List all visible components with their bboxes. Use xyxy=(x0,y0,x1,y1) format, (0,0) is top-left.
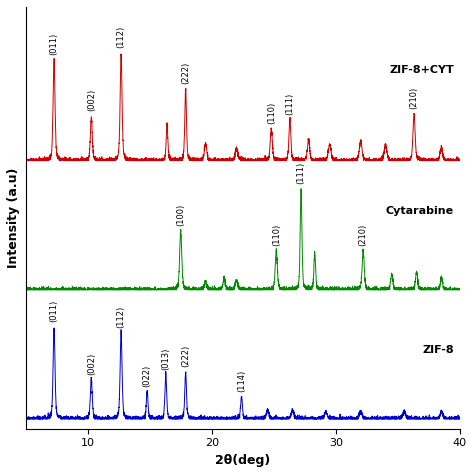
Text: (210): (210) xyxy=(410,87,419,109)
Text: (112): (112) xyxy=(117,306,126,328)
Text: (111): (111) xyxy=(297,162,306,184)
Text: (002): (002) xyxy=(87,89,96,111)
Text: Cytarabine: Cytarabine xyxy=(386,206,454,216)
Text: (210): (210) xyxy=(359,223,368,246)
Text: (110): (110) xyxy=(272,223,281,246)
X-axis label: 2θ(deg): 2θ(deg) xyxy=(215,454,270,467)
Text: ZIF-8+CYT: ZIF-8+CYT xyxy=(389,64,454,74)
Text: (111): (111) xyxy=(285,93,294,115)
Text: (013): (013) xyxy=(161,347,170,370)
Text: (222): (222) xyxy=(181,345,190,367)
Text: (112): (112) xyxy=(117,25,126,47)
Text: ZIF-8: ZIF-8 xyxy=(422,345,454,355)
Text: (110): (110) xyxy=(267,101,276,124)
Text: (222): (222) xyxy=(181,62,190,84)
Text: (011): (011) xyxy=(50,300,59,322)
Text: (002): (002) xyxy=(87,352,96,374)
Text: (100): (100) xyxy=(176,204,185,226)
Y-axis label: Intensity (a.u): Intensity (a.u) xyxy=(7,168,20,268)
Text: (114): (114) xyxy=(237,370,246,392)
Text: (011): (011) xyxy=(50,33,59,55)
Text: (022): (022) xyxy=(143,365,152,387)
